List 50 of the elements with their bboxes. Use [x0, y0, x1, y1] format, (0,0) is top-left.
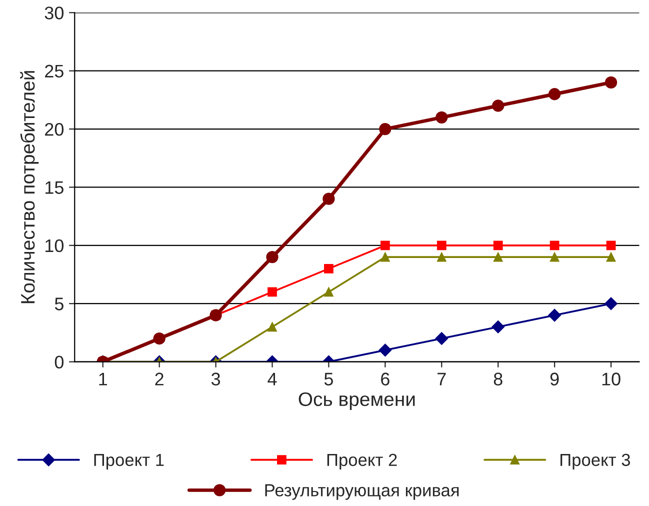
point: [550, 252, 560, 262]
x-tick-label: 6: [381, 372, 390, 386]
point: [606, 240, 616, 250]
point: [493, 240, 503, 250]
point: [548, 88, 561, 100]
x-tick-label: 2: [155, 372, 164, 386]
legend-label: Проект 3: [560, 454, 630, 470]
point: [380, 240, 390, 250]
x-axis-title: Ось времени: [298, 392, 415, 410]
y-tick-label: 25: [45, 64, 64, 78]
point: [436, 252, 446, 262]
y-tick-label: 20: [45, 122, 64, 136]
legend-label: Проект 2: [327, 454, 397, 470]
point: [268, 322, 277, 332]
point: [604, 76, 618, 89]
point: [436, 240, 446, 250]
legend-label: Проект 1: [94, 454, 164, 470]
x-tick-label: 10: [602, 372, 620, 386]
point: [266, 250, 278, 264]
y-tick-label: 0: [54, 356, 64, 369]
y-tick-label: 30: [44, 6, 64, 20]
point: [492, 320, 505, 334]
point: [550, 240, 560, 250]
point: [435, 332, 448, 345]
point: [268, 287, 277, 297]
point: [436, 111, 448, 124]
point: [324, 264, 334, 274]
point: [322, 192, 335, 205]
point: [380, 252, 390, 262]
point: [604, 297, 618, 310]
x-tick-label: 5: [324, 372, 333, 386]
point: [492, 100, 504, 112]
point: [324, 287, 334, 297]
x-tick-label: 1: [99, 372, 108, 386]
y-axis-title: Количество потребителей: [20, 71, 39, 304]
x-tick-label: 8: [494, 372, 502, 386]
y-tick-label: 10: [46, 239, 64, 252]
point: [548, 308, 561, 322]
point: [153, 332, 166, 345]
y-tick-label: 15: [46, 181, 64, 194]
legend-label: Результирующая кривая: [265, 484, 459, 500]
x-tick-label: 7: [438, 372, 446, 386]
point: [379, 122, 392, 136]
point: [378, 344, 392, 357]
x-tick-label: 4: [268, 372, 277, 386]
point: [493, 252, 503, 262]
point: [606, 252, 616, 262]
y-tick-label: 5: [54, 298, 64, 310]
x-tick-label: 9: [550, 372, 559, 386]
x-tick-label: 3: [211, 372, 220, 386]
